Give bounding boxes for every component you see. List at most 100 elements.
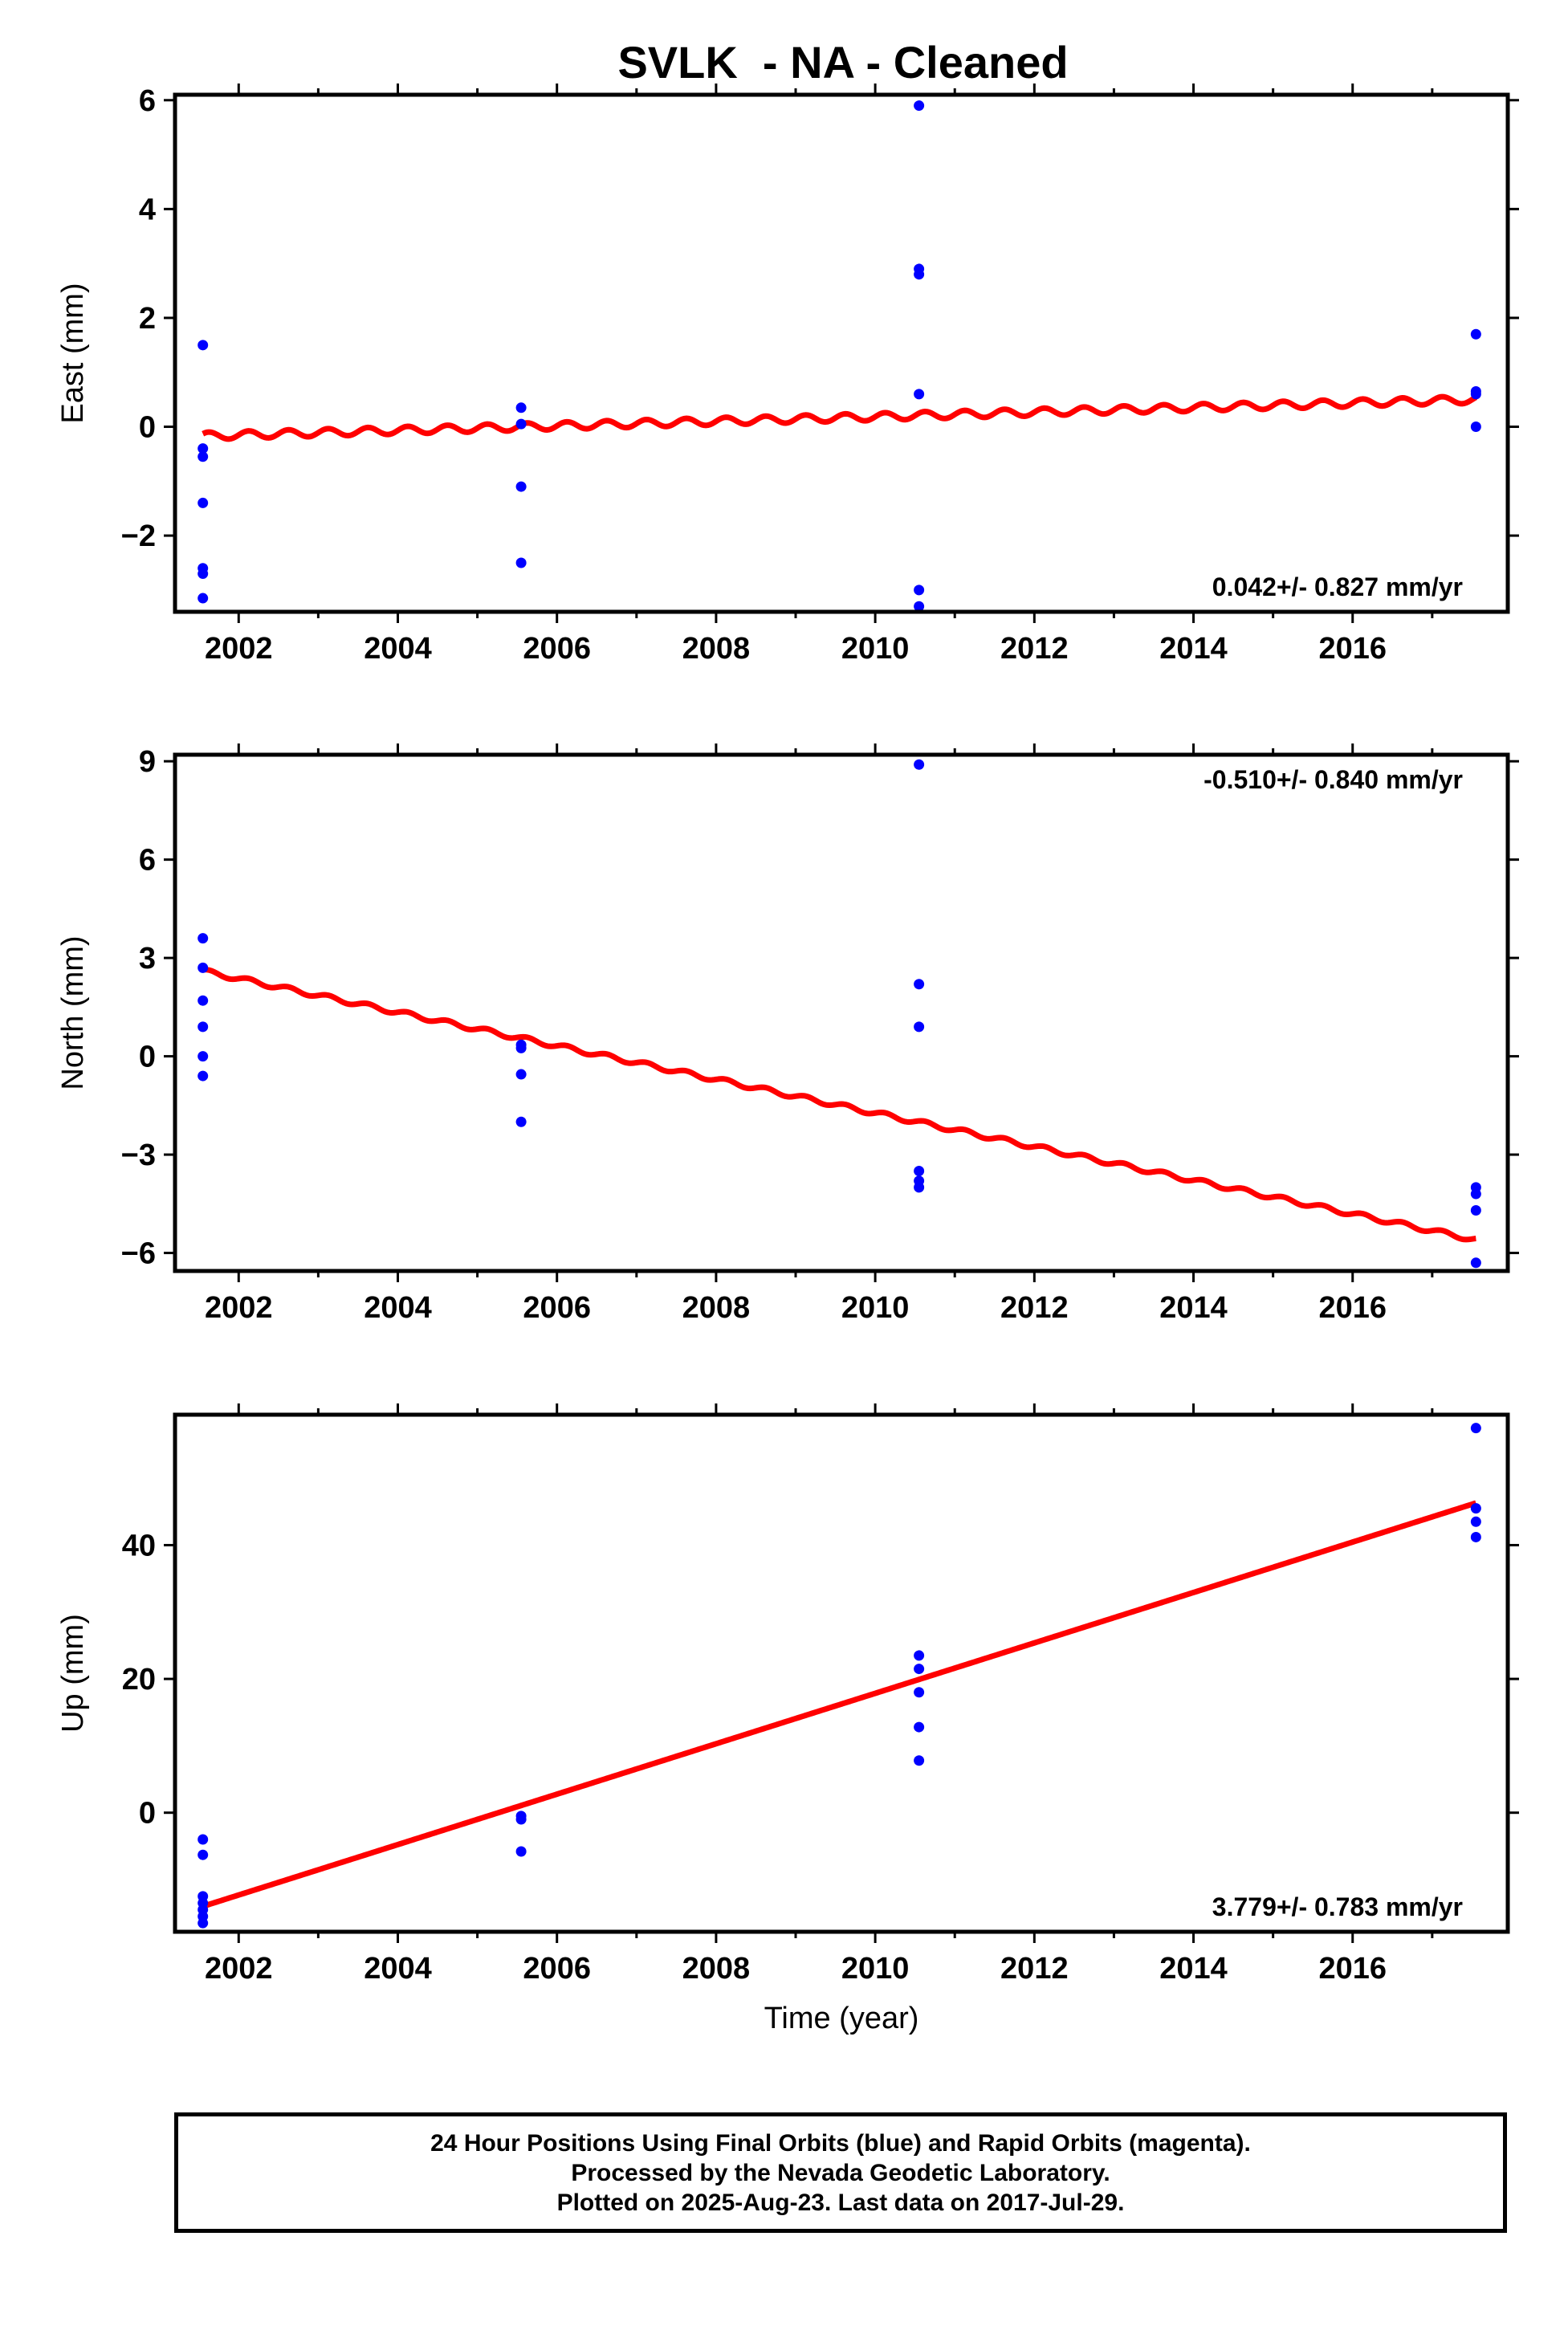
x-tick-label: 2004	[364, 1291, 432, 1325]
x-tick-label: 2004	[364, 1952, 432, 1986]
rate-annotation: 3.779+/- 0.783 mm/yr	[1212, 1892, 1463, 1921]
x-tick-label: 2002	[205, 632, 273, 666]
data-point	[198, 1051, 209, 1062]
rate-annotation: -0.510+/- 0.840 mm/yr	[1203, 765, 1463, 794]
y-tick-label: 3	[139, 942, 156, 976]
data-point	[1470, 389, 1481, 400]
data-point	[1470, 1531, 1481, 1542]
data-point	[198, 1021, 209, 1033]
data-point	[1470, 328, 1481, 340]
x-tick-label: 2006	[523, 1952, 591, 1986]
y-tick-label: 40	[122, 1529, 156, 1562]
y-tick-label: 4	[139, 193, 156, 226]
x-tick-label: 2002	[205, 1952, 273, 1986]
y-tick-label: −2	[121, 519, 156, 553]
data-point	[515, 418, 527, 430]
data-point	[914, 269, 925, 280]
x-tick-label: 2014	[1159, 1291, 1228, 1325]
data-point	[914, 100, 925, 112]
y-tick-label: −3	[121, 1139, 156, 1172]
panel-up: 2002 2004 2006 2008 2010 2012 2014 2016 0 20 40 Up …	[56, 1403, 1519, 2035]
x-tick-label: 2008	[682, 1952, 751, 1986]
data-point	[914, 1664, 925, 1675]
x-tick-label: 2008	[682, 1291, 751, 1325]
x-tick-label: 2006	[523, 1291, 591, 1325]
x-tick-label: 2014	[1159, 632, 1228, 666]
x-tick-label: 2008	[682, 632, 751, 666]
x-tick-label: 2016	[1318, 632, 1387, 666]
x-tick-label: 2016	[1318, 1952, 1387, 1986]
rate-annotation: 0.042+/- 0.827 mm/yr	[1212, 572, 1463, 601]
data-point	[914, 1721, 925, 1733]
data-point	[914, 601, 925, 612]
data-point	[1470, 1204, 1481, 1216]
data-point	[1470, 1257, 1481, 1269]
x-tick-label: 2012	[1000, 632, 1069, 666]
legend-line-2: Processed by the Nevada Geodetic Laborat…	[571, 2159, 1110, 2186]
data-point	[914, 389, 925, 400]
x-tick-label: 2010	[841, 632, 910, 666]
x-tick-label: 2010	[841, 1952, 910, 1986]
data-point	[515, 481, 527, 492]
panel-north: 2002 2004 2006 2008 2010 2012 2014 2016 −6 −3 0 3 6 9…	[56, 743, 1519, 1325]
panel-east: 2002 2004 2006 2008 2010 2012 2014 2016 −2 0 2 4 6 Ea…	[56, 84, 1519, 666]
data-point	[198, 1849, 209, 1860]
y-axis-label: Up (mm)	[56, 1614, 90, 1733]
data-point	[515, 1814, 527, 1825]
figure-title: SVLK - NA - Cleaned	[617, 37, 1068, 88]
data-point	[198, 995, 209, 1006]
y-tick-label: 6	[139, 844, 156, 878]
data-point	[914, 1021, 925, 1033]
data-point	[515, 402, 527, 413]
x-tick-label: 2016	[1318, 1291, 1387, 1325]
y-tick-label: −6	[121, 1237, 156, 1271]
data-point	[198, 593, 209, 604]
data-point	[198, 962, 209, 973]
y-axis-label: East (mm)	[56, 283, 90, 423]
trend-fit-line	[202, 1500, 1477, 1909]
trend-fit-line	[202, 393, 1478, 442]
data-point	[914, 585, 925, 596]
data-point	[198, 568, 209, 580]
y-tick-label: 9	[139, 745, 156, 779]
data-point	[515, 1042, 527, 1053]
x-tick-label: 2004	[364, 632, 432, 666]
data-point	[515, 557, 527, 568]
x-tick-label: 2014	[1159, 1952, 1228, 1986]
data-point	[1470, 1516, 1481, 1527]
data-point	[515, 1116, 527, 1127]
data-point	[914, 1165, 925, 1176]
y-axis-label: North (mm)	[56, 935, 90, 1090]
data-point	[198, 497, 209, 508]
y-tick-label: 2	[139, 302, 156, 336]
y-tick-label: 0	[139, 1041, 156, 1074]
x-axis-label: Time (year)	[764, 2002, 919, 2035]
data-point	[198, 1917, 209, 1929]
data-point	[198, 340, 209, 351]
x-tick-label: 2006	[523, 632, 591, 666]
x-tick-label: 2012	[1000, 1291, 1069, 1325]
data-point	[914, 979, 925, 990]
y-tick-label: 0	[139, 1797, 156, 1831]
y-tick-label: 20	[122, 1663, 156, 1697]
data-point	[914, 1182, 925, 1193]
data-point	[1470, 1423, 1481, 1434]
plot-frame	[173, 92, 1510, 614]
plot-frame	[173, 1412, 1510, 1934]
x-tick-label: 2010	[841, 1291, 910, 1325]
data-point	[198, 933, 209, 944]
data-point	[914, 1650, 925, 1661]
data-point	[515, 1069, 527, 1080]
x-tick-label: 2002	[205, 1291, 273, 1325]
legend-line-1: 24 Hour Positions Using Final Orbits (bl…	[430, 2129, 1251, 2157]
data-point	[914, 759, 925, 770]
data-point	[914, 1687, 925, 1698]
data-point	[1470, 422, 1481, 433]
data-point	[914, 1755, 925, 1766]
data-point	[1470, 1188, 1481, 1200]
legend-line-3: Plotted on 2025-Aug-23. Last data on 201…	[556, 2189, 1125, 2216]
data-point	[198, 1834, 209, 1845]
plot-frame	[173, 752, 1510, 1273]
legend-box: 24 Hour Positions Using Final Orbits (bl…	[174, 2112, 1507, 2233]
